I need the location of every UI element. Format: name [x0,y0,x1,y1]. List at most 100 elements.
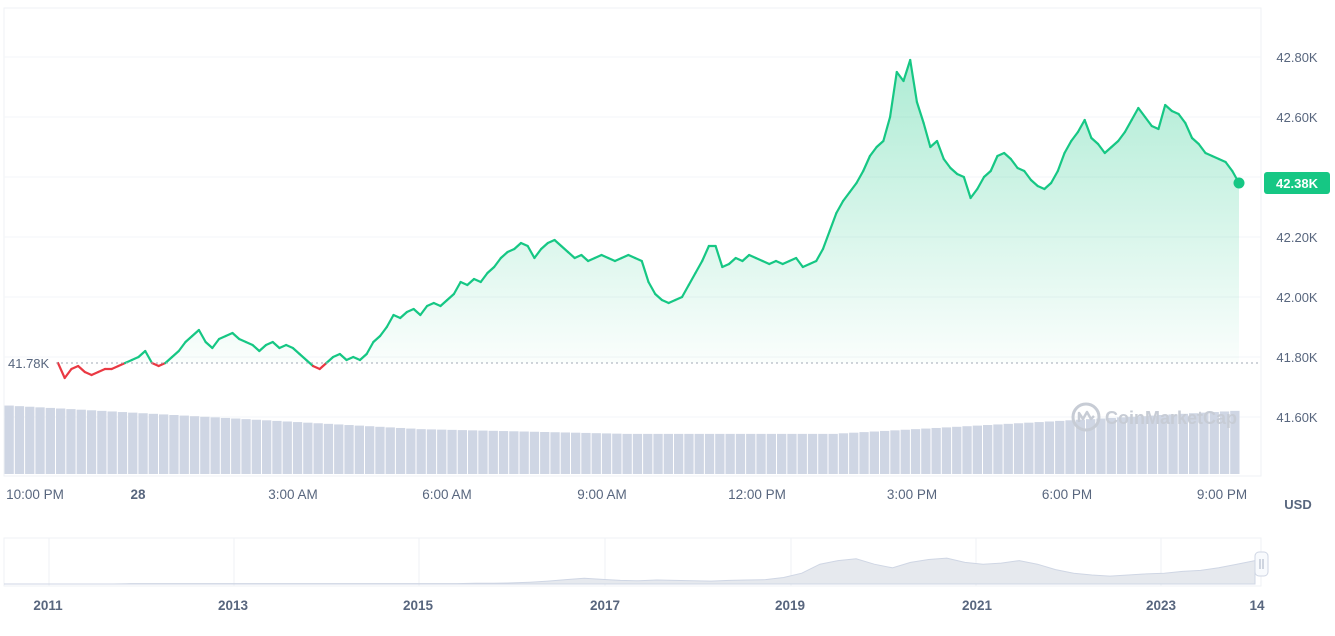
volume-bar [1065,420,1075,474]
volume-bar [498,431,509,474]
price-line-segment [996,151,1006,158]
volume-bar [777,433,787,474]
price-line-segment [774,259,784,266]
price-line-segment [144,349,154,365]
price-line-segment [848,181,858,194]
volume-bar [1127,416,1137,474]
volume-bar [292,422,303,474]
volume-bar [4,405,14,474]
price-line-segment [761,259,771,266]
price-line-segment [862,154,872,173]
volume-bar [169,415,179,474]
volume-bar [529,431,540,474]
price-line-segment [1211,154,1220,161]
price-line-segment [721,262,731,269]
price-line-segment [593,253,603,260]
price-line-segment [318,361,328,371]
volume-bar [622,433,632,474]
x-tick-label: 10:00 PM [6,487,64,502]
price-line-segment [526,244,536,260]
price-line-segment [841,190,851,203]
volume-bar [426,429,437,474]
price-line-segment [117,361,127,368]
price-line-segment [982,169,992,179]
price-line-segment [244,340,254,347]
y-tick-label: 41.80K [1276,350,1318,365]
price-line-segment [1117,130,1127,143]
x-tick-label: 6:00 PM [1042,487,1092,502]
price-line-segment [238,337,247,344]
price-line-segment [674,295,684,302]
price-line-segment [231,331,241,341]
price-line-segment [895,70,905,83]
volume-bar [1106,417,1116,474]
price-line-segment [1050,169,1059,185]
price-line-segment [902,58,912,83]
price-line-segment [130,355,140,362]
price-line-segment [647,280,657,296]
x-tick-label: 12:00 PM [728,487,786,502]
price-line-segment [1009,157,1019,170]
price-line-segment [298,352,308,362]
price-line-segment [432,301,442,308]
price-line-segment [922,121,932,149]
x-tick-label: 6:00 AM [422,487,472,502]
navigator-history-area [4,557,1256,585]
volume-bar [1199,412,1209,474]
volume-bar [663,433,673,474]
price-line-segment [801,262,811,269]
volume-bar [416,429,426,474]
price-line-segment [754,256,764,263]
price-line-segment [305,358,315,368]
price-line-segment [748,253,757,260]
price-line-segment [815,247,825,263]
volume-bar [1086,419,1096,474]
price-line-segment [989,154,999,173]
price-line-segment [459,280,469,287]
price-line-segment [694,259,704,275]
volume-bar [128,412,138,474]
coinmarketcap-logo-icon [1071,402,1101,432]
volume-bar [550,432,560,474]
volume-bar [571,432,581,474]
price-line-segment [365,340,375,356]
price-area-fill [58,60,1239,363]
price-line-segment [1197,142,1207,155]
price-line-segment [560,244,570,254]
price-line-segment [519,241,529,248]
volume-bar [838,433,849,474]
range-navigator[interactable]: 2011 2013 2015 2017 2019 2021 2023 14 [3,537,1269,613]
volume-bar [1096,418,1106,474]
volume-bar [704,433,715,474]
price-line-segment [56,361,66,380]
price-line-segment [701,244,710,263]
volume-bar [869,431,879,474]
price-line-segment [278,343,288,350]
price-line-segment [419,304,429,317]
volume-bar [365,426,375,474]
volume-bar [591,433,601,474]
volume-bar [735,433,746,474]
x-tick-label: 28 [130,487,146,502]
price-line-segment [325,355,335,365]
volume-bar [941,427,952,474]
volume-bar [684,433,694,474]
volume-bar [107,411,117,474]
currency-label: USD [1284,497,1311,512]
price-line-segment [1190,136,1200,146]
price-line-segment [452,280,462,296]
price-line-segment [795,256,804,269]
price-line-segment [828,211,838,233]
price-line-segment [191,328,201,338]
volume-bar [1137,416,1147,474]
navigator-handle[interactable] [1254,551,1269,577]
volume-bar [921,428,931,474]
price-line-segment [533,247,543,260]
navigator-tick-label: 14 [1249,598,1265,613]
y-axis-ticks: 42.80K 42.60K 42.20K 42.00K 41.80K 41.60K [1276,50,1318,425]
volume-bar [468,430,478,474]
navigator-tick-label: 2011 [33,598,63,613]
price-line-segment [613,256,623,263]
open-price-label: 41.78K [8,356,50,371]
